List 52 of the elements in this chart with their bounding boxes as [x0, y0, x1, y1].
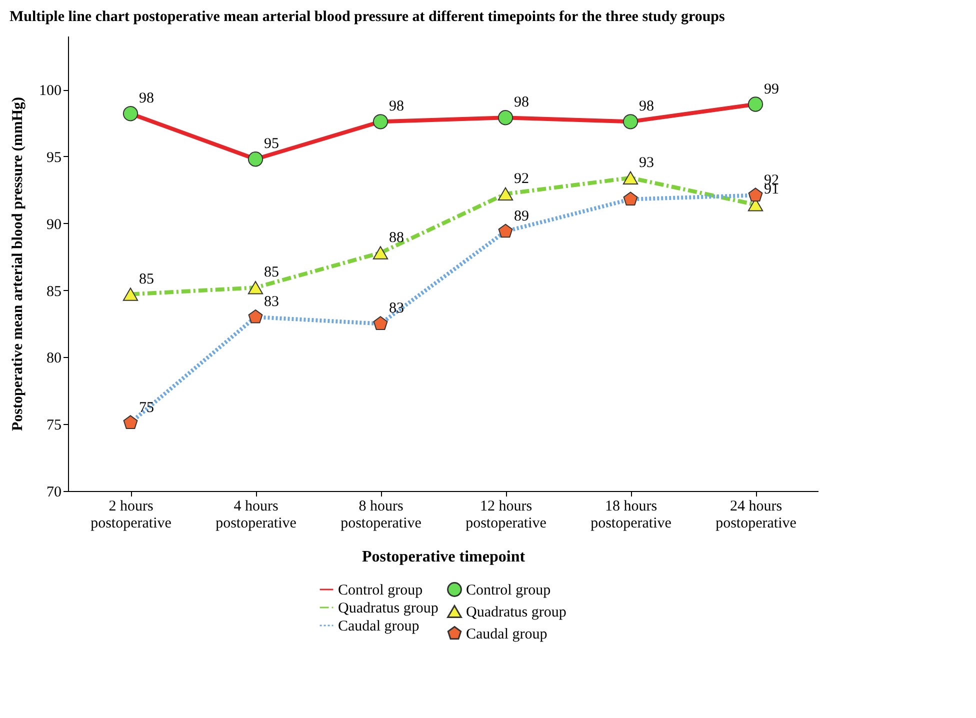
point [622, 114, 638, 130]
y-tick-label: 85 [46, 284, 62, 300]
point [123, 415, 138, 429]
x-tick-label: 24 hours postoperative [716, 498, 797, 532]
point [372, 114, 388, 130]
legend-label: Quadratus group [338, 600, 438, 616]
legend-label: Quadratus group [466, 604, 566, 620]
x-tick-label: 4 hours postoperative [216, 498, 297, 532]
data-label: 98 [639, 98, 654, 115]
legend-label: Control group [338, 582, 423, 598]
legend-label: Control group [466, 582, 551, 598]
point [248, 280, 264, 294]
data-label: 89 [514, 208, 529, 224]
point [373, 316, 388, 330]
point [372, 246, 388, 260]
y-tick-label: 95 [46, 150, 62, 166]
point [498, 110, 514, 126]
point [622, 171, 638, 184]
y-tick-label: 80 [46, 350, 62, 367]
data-label: 99 [764, 81, 779, 98]
data-label: 98 [139, 90, 154, 107]
data-label: 95 [264, 136, 279, 152]
data-label: 85 [139, 271, 154, 288]
data-label: 93 [639, 154, 654, 171]
point [122, 106, 138, 122]
y-tick-label: 70 [46, 484, 62, 500]
data-label: 98 [389, 98, 404, 115]
point [498, 187, 514, 201]
point [748, 96, 764, 112]
data-label: 88 [389, 230, 404, 246]
point [122, 288, 138, 301]
y-tick-label: 75 [46, 418, 62, 434]
legend-label: Caudal group [338, 618, 420, 634]
point [248, 309, 263, 324]
data-label: 92 [514, 170, 529, 187]
data-label: 85 [264, 264, 279, 281]
y-tick-label: 90 [46, 216, 62, 233]
legend-label: Caudal group [466, 626, 548, 642]
point [623, 192, 638, 206]
point [748, 188, 763, 202]
point [248, 152, 264, 167]
x-tick-label: 12 hours postoperative [466, 498, 547, 532]
x-axis-title: Postoperative timepoint [362, 548, 526, 566]
x-tick-label: 8 hours postoperative [340, 498, 422, 532]
x-tick-label: 18 hours postoperative [590, 498, 672, 532]
data-label: 83 [264, 294, 279, 310]
data-label: 98 [514, 94, 529, 111]
y-axis-title: Postoperative mean arterial blood pressure (mmHg) [10, 97, 26, 431]
x-tick-label: 2 hours postoperative [90, 498, 172, 532]
chart-title: Multiple line chart postoperative mean arterial blood pressure at different timepoints for the three study groups [10, 9, 726, 25]
y-tick-label: 100 [39, 83, 62, 100]
point [498, 224, 513, 238]
